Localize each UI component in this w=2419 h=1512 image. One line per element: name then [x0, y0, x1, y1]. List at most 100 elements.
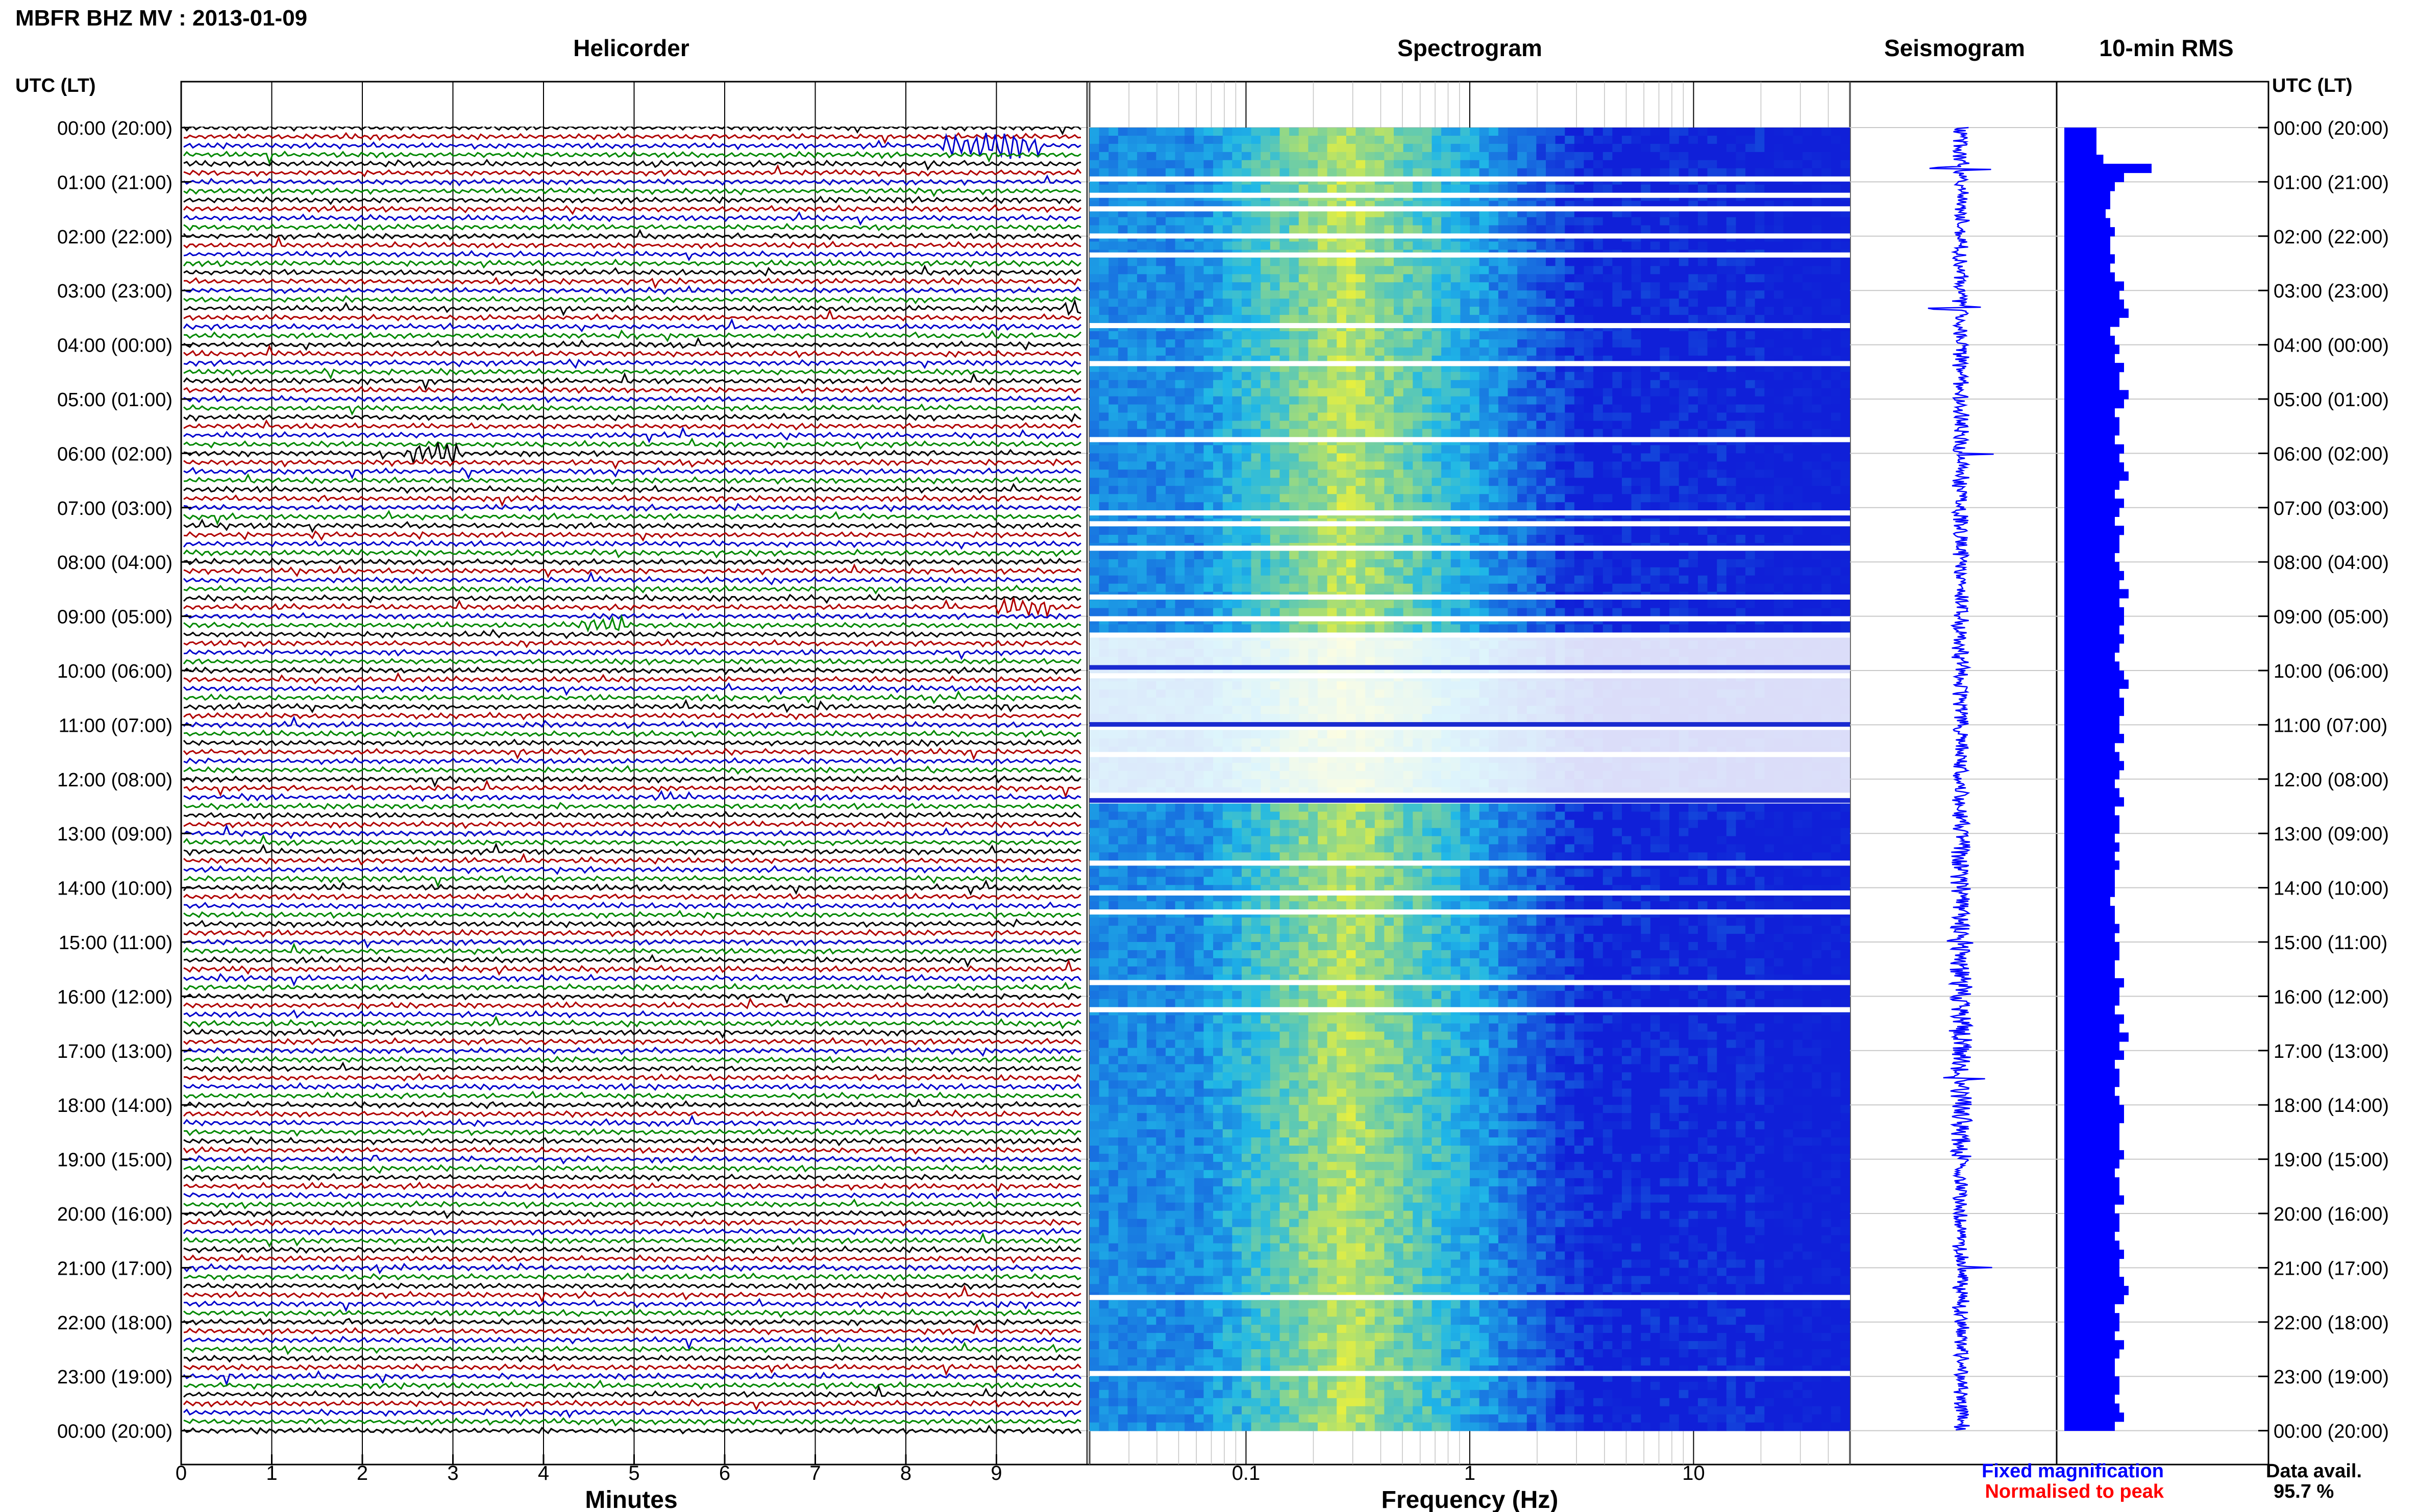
spectrogram-cell — [1584, 535, 1594, 543]
spectrogram-cell — [1555, 396, 1565, 405]
spectrogram-cell — [1441, 339, 1451, 348]
helicorder-trace-line — [183, 1227, 1082, 1236]
spectrogram-cell — [1726, 567, 1737, 576]
spectrogram-cell — [1602, 307, 1613, 315]
spectrogram-cell — [1679, 502, 1689, 511]
spectrogram-cell — [1526, 486, 1537, 494]
spectrogram-cell — [1602, 551, 1613, 560]
spectrogram-cell — [1565, 241, 1575, 251]
spectrogram-cell — [1355, 307, 1366, 315]
spectrogram-cell — [1337, 371, 1347, 381]
spectrogram-cell — [1831, 225, 1841, 234]
spectrogram-cell — [1298, 307, 1309, 315]
spectrogram-cell — [1099, 567, 1109, 576]
spectrogram-cell — [1090, 469, 1100, 479]
helicorder-trace-line — [183, 824, 1081, 839]
spectrogram-cell — [1146, 290, 1157, 299]
spectrogram-cell — [1555, 315, 1565, 324]
spectrogram-cell — [1802, 420, 1813, 430]
spectrogram-cell — [1736, 152, 1746, 161]
spectrogram-cell — [1793, 502, 1803, 511]
spectrogram-cell — [1146, 307, 1157, 315]
spectrogram-cell — [1308, 469, 1318, 479]
spectrogram-cell — [1783, 339, 1793, 348]
spectrogram-cell — [1641, 136, 1651, 144]
spectrogram-cell — [1565, 575, 1575, 584]
helicorder-trace-line — [183, 775, 1082, 788]
spectrogram-cell — [1270, 371, 1280, 381]
spectrogram-cell — [1365, 266, 1375, 275]
helicorder-trace-line — [183, 1061, 1081, 1074]
spectrogram-cell — [1327, 461, 1337, 470]
spectrogram-cell — [1118, 559, 1128, 568]
spectrogram-cell — [1526, 494, 1537, 503]
spectrogram-cell — [1308, 258, 1318, 267]
spectrogram-cell — [1489, 600, 1499, 609]
spectrogram-cell — [1831, 412, 1841, 422]
spectrogram-cell — [1327, 559, 1337, 568]
spectrogram-cell — [1698, 282, 1708, 291]
spectrogram-cell — [1413, 184, 1423, 193]
spectrogram-cell — [1574, 429, 1585, 438]
spectrogram-cell — [1783, 420, 1793, 430]
spectrogram-cell — [1698, 160, 1708, 169]
spectrogram-cell — [1593, 299, 1603, 307]
spectrogram-cell — [1422, 600, 1433, 609]
spectrogram-cell — [1546, 168, 1556, 177]
spectrogram-cell — [1641, 274, 1651, 283]
spectrogram-cell — [1479, 404, 1489, 413]
spectrogram-cell — [1755, 396, 1765, 405]
spectrogram-cell — [1460, 551, 1470, 560]
spectrogram-cell — [1736, 266, 1746, 275]
spectrogram-cell — [1118, 299, 1128, 307]
spectrogram-cell — [1584, 339, 1594, 348]
spectrogram-cell — [1764, 583, 1774, 592]
helicorder-trace-line — [183, 298, 1081, 316]
spectrogram-cell — [1622, 469, 1632, 479]
spectrogram-cell — [1707, 152, 1717, 161]
spectrogram-cell — [1698, 583, 1708, 592]
spectrogram-cell — [1156, 160, 1166, 169]
spectrogram-cell — [1602, 412, 1613, 422]
spectrogram-cell — [1584, 453, 1594, 462]
spectrogram-cell — [1298, 567, 1309, 576]
spectrogram-cell — [1641, 608, 1651, 617]
spectrogram-cell — [1431, 494, 1442, 503]
spectrogram-cell — [1318, 143, 1328, 153]
spectrogram-cell — [1802, 136, 1813, 144]
spectrogram-cell — [1726, 331, 1737, 340]
spectrogram-cell — [1232, 184, 1242, 193]
spectrogram-cell — [1631, 478, 1641, 487]
spectrogram-cell — [1166, 371, 1176, 381]
spectrogram-cell — [1821, 371, 1832, 381]
helicorder-trace-line — [183, 597, 1081, 619]
spectrogram-cell — [1574, 388, 1585, 397]
spectrogram-cell — [1156, 412, 1166, 422]
spectrogram-cell — [1679, 551, 1689, 560]
spectrogram-cell — [1137, 583, 1147, 592]
helicorder-trace-line — [183, 1370, 1082, 1387]
spectrogram-cell — [1261, 290, 1271, 299]
spectrogram-cell — [1222, 339, 1233, 348]
spectrogram-cell — [1821, 266, 1832, 275]
spectrogram-cell — [1489, 217, 1499, 226]
spectrogram-cell — [1298, 461, 1309, 470]
spectrogram-cell — [1289, 535, 1299, 543]
spectrogram-cell — [1660, 567, 1670, 576]
helicorder-trace-line — [183, 557, 1081, 567]
spectrogram-cell — [1441, 502, 1451, 511]
helicorder-trace-line — [183, 928, 1081, 938]
spectrogram-cell — [1318, 160, 1328, 169]
spectrogram-cell — [1460, 315, 1470, 324]
spectrogram-cell — [1374, 551, 1385, 560]
spectrogram-cell — [1555, 412, 1565, 422]
spectrogram-cell — [1413, 315, 1423, 324]
spectrogram-cell — [1270, 136, 1280, 144]
spectrogram-cell — [1593, 575, 1603, 584]
spectrogram-cell — [1327, 478, 1337, 487]
spectrogram-cell — [1565, 412, 1575, 422]
spectrogram-cell — [1802, 527, 1813, 535]
spectrogram-cell — [1308, 445, 1318, 454]
spectrogram-cell — [1641, 315, 1651, 324]
spectrogram-cell — [1631, 160, 1641, 169]
